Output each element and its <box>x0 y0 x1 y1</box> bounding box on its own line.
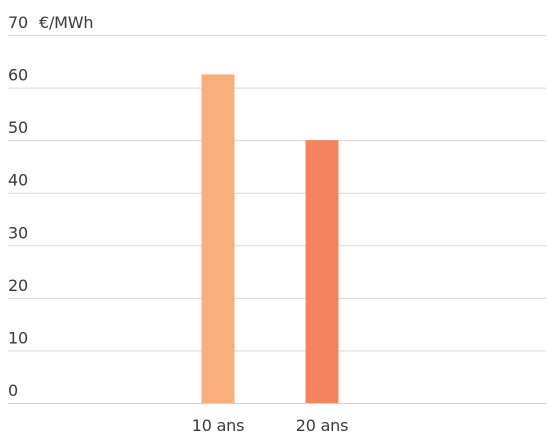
y-tick-label-30: 30 <box>8 223 28 242</box>
y-tick-label-10: 10 <box>8 328 28 347</box>
y-tick-label-70: 70 <box>8 13 28 32</box>
grid-lines <box>8 35 546 404</box>
bar-10-ans <box>201 74 235 403</box>
y-axis-tick-labels: 0 10 20 30 40 50 60 70 <box>8 13 28 400</box>
y-tick-label-0: 0 <box>8 381 18 400</box>
y-tick-label-50: 50 <box>8 118 28 137</box>
y-tick-label-40: 40 <box>8 171 28 190</box>
bar-20-ans <box>305 140 339 403</box>
bars <box>201 74 339 403</box>
x-axis-category-labels: 10 ans 20 ans <box>192 416 349 435</box>
y-axis-unit-label: €/MWh <box>39 13 93 32</box>
x-tick-label-20-ans: 20 ans <box>296 416 349 435</box>
y-tick-label-60: 60 <box>8 66 28 85</box>
x-tick-label-10-ans: 10 ans <box>192 416 245 435</box>
y-tick-label-20: 20 <box>8 276 28 295</box>
